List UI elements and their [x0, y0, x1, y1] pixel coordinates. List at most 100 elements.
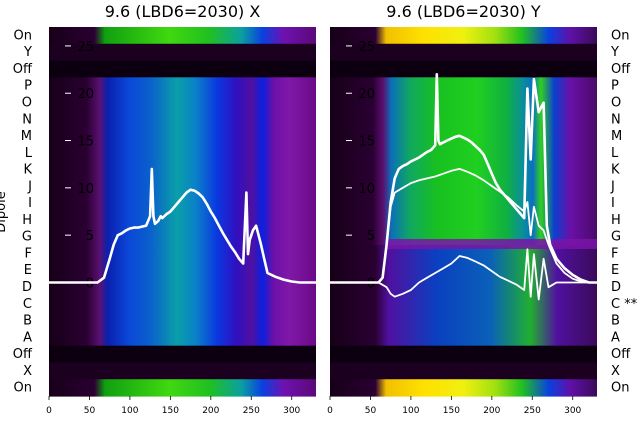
- heatmap-row-21: [49, 379, 316, 397]
- heatmap-row-18: [49, 328, 316, 347]
- heatmap-row-18: [330, 328, 597, 347]
- series-line-1: [330, 168, 597, 284]
- row-label: On: [14, 28, 32, 43]
- x-tick-label: 100: [121, 406, 138, 416]
- series-line-2: [330, 248, 597, 301]
- row-label: I: [28, 196, 32, 211]
- row-label: N: [611, 112, 621, 127]
- x-tick-label: 200: [483, 406, 500, 416]
- overlay-y-tick-label: 15: [77, 135, 94, 150]
- heatmap-row-10: [330, 194, 597, 213]
- row-label: Y: [23, 45, 32, 60]
- heatmap-row-13: [330, 245, 597, 263]
- heatmap-row-20: [330, 362, 597, 380]
- row-label: L: [25, 146, 33, 161]
- row-label: I: [611, 196, 615, 211]
- row-label: J: [27, 179, 32, 194]
- row-label: F: [25, 246, 32, 261]
- row-label: O: [611, 96, 621, 111]
- row-label: D: [611, 280, 621, 295]
- heatmap-row-11: [330, 211, 597, 229]
- heatmap-row-0: [330, 27, 597, 45]
- overlay-y-tick-label: 15: [358, 135, 375, 150]
- row-label: H: [611, 213, 621, 228]
- row-label: G: [611, 230, 621, 245]
- heatmap-row-15: [49, 278, 316, 296]
- row-label: On: [611, 381, 629, 396]
- overlay-y-tick-label: 10: [358, 182, 375, 197]
- heatmap-row-4: [49, 94, 316, 112]
- heatmap-band: [385, 239, 597, 249]
- heatmap-row-14: [49, 261, 316, 280]
- heatmap-row-3: [330, 77, 597, 95]
- heatmap-row-21: [330, 379, 597, 397]
- heatmap-row-19: [49, 345, 316, 364]
- chart-title: 9.6 (LBD6=2030) Y: [386, 2, 541, 21]
- overlay-y-tick-label: 5: [86, 229, 94, 244]
- heatmap-row-7: [49, 144, 316, 162]
- overlay-y-tick-label: 20: [77, 87, 94, 102]
- heatmap-row-17: [49, 312, 316, 330]
- row-label: Off: [611, 62, 631, 77]
- x-tick-label: 300: [564, 406, 581, 416]
- heatmap-row-9: [49, 177, 316, 196]
- heatmap-row-19: [330, 345, 597, 364]
- heatmap-row-8: [49, 161, 316, 179]
- row-label: Off: [611, 347, 631, 362]
- row-label: M: [611, 129, 622, 144]
- overlay-y-tick-label: 20: [358, 87, 375, 102]
- heatmap-row-6: [49, 127, 316, 146]
- row-label: E: [24, 263, 32, 278]
- heatmap-row-17: [330, 312, 597, 330]
- row-label: B: [23, 314, 32, 329]
- heatmap-row-3: [49, 77, 316, 95]
- x-tick-label: 0: [46, 406, 52, 416]
- row-label: On: [14, 381, 32, 396]
- row-label: K: [23, 163, 32, 178]
- row-label: O: [22, 96, 32, 111]
- row-label: B: [611, 314, 620, 329]
- heatmap-row-20: [49, 362, 316, 380]
- x-tick-label: 250: [243, 406, 260, 416]
- row-label: N: [22, 112, 32, 127]
- heatmap-row-13: [49, 245, 316, 263]
- x-tick-label: 250: [524, 406, 541, 416]
- row-label: P: [24, 79, 32, 94]
- row-label: Y: [610, 45, 619, 60]
- series-line-0: [330, 73, 597, 284]
- row-label: X: [23, 364, 32, 379]
- x-tick-label: 150: [443, 406, 460, 416]
- overlay-y-tick-label: 0: [367, 277, 375, 292]
- heatmap-row-0: [49, 27, 316, 45]
- overlay-y-tick-label: 0: [86, 277, 94, 292]
- row-label: E: [611, 263, 619, 278]
- row-label: L: [611, 146, 619, 161]
- x-tick-label: 150: [162, 406, 179, 416]
- overlay-y-tick-label: 10: [77, 182, 94, 197]
- row-label: J: [610, 179, 615, 194]
- row-label: C **: [611, 297, 638, 312]
- row-label: F: [611, 246, 618, 261]
- row-label: A: [611, 330, 620, 345]
- x-tick-label: 50: [84, 406, 96, 416]
- heatmap-row-16: [49, 295, 316, 313]
- row-label: D: [22, 280, 32, 295]
- heatmap-row-14: [330, 261, 597, 280]
- x-tick-label: 100: [402, 406, 419, 416]
- heatmap-row-2: [49, 60, 316, 78]
- heatmap-row-4: [330, 94, 597, 112]
- x-tick-label: 300: [283, 406, 300, 416]
- row-label: G: [22, 230, 32, 245]
- row-label: H: [22, 213, 32, 228]
- overlay-y-tick-label: 25: [358, 40, 375, 55]
- row-label: C: [23, 297, 32, 312]
- overlay-y-tick-label: 5: [367, 229, 375, 244]
- row-label: Off: [13, 347, 33, 362]
- row-label: P: [611, 79, 619, 94]
- row-label: M: [21, 129, 32, 144]
- row-label: K: [611, 163, 620, 178]
- chart-title: 9.6 (LBD6=2030) X: [105, 2, 261, 21]
